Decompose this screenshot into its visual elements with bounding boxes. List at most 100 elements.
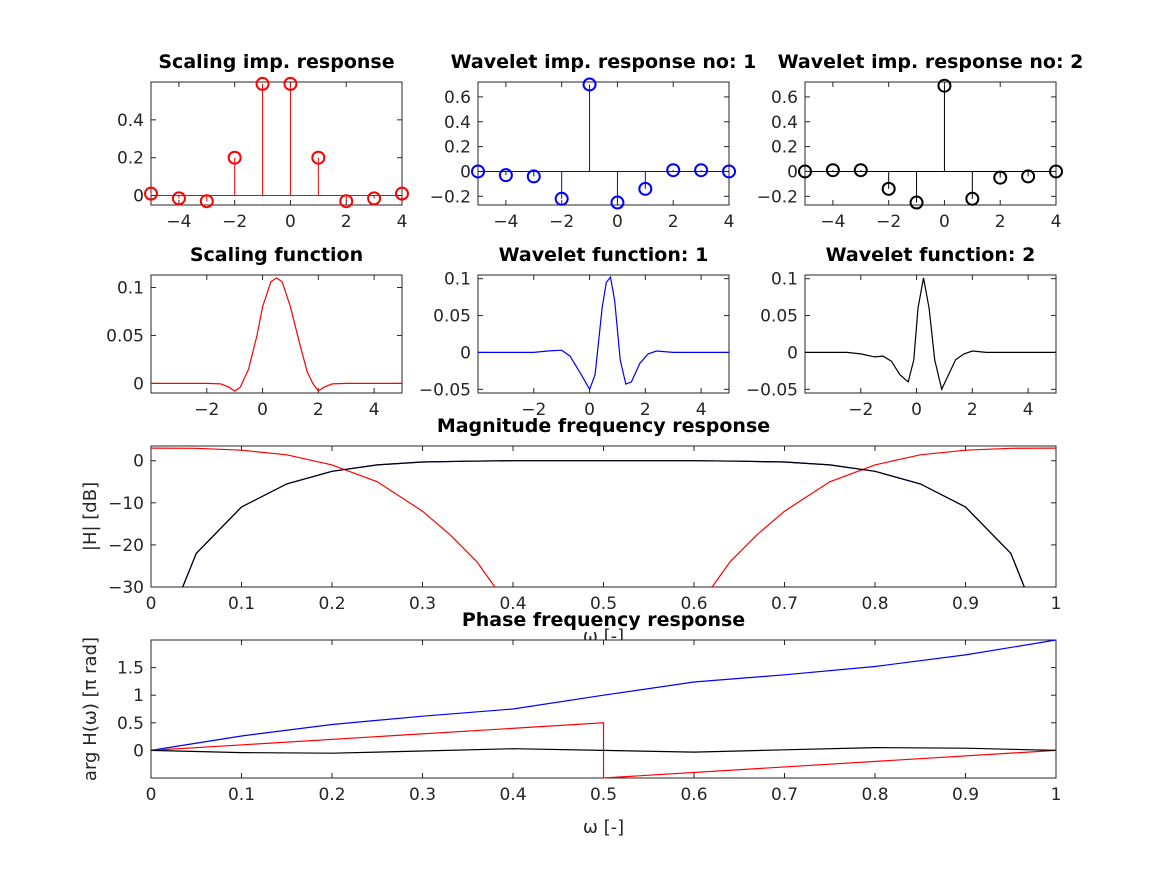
stem-marker — [1021, 169, 1036, 184]
stem-marker — [937, 78, 952, 93]
stem-marker — [853, 163, 868, 178]
x-tick-label: 4 — [696, 400, 707, 420]
y-tick-label: 0.4 — [117, 111, 144, 131]
y-tick-label: 0 — [133, 187, 144, 207]
x-tick-label: 0.4 — [499, 785, 526, 805]
y-tick-label: 0.1 — [771, 270, 798, 290]
chart-title: Phase frequency response — [462, 609, 745, 631]
x-tick-label: 0.1 — [228, 785, 255, 805]
x-tick-label: 0.7 — [771, 594, 798, 614]
stem-marker — [526, 169, 541, 184]
stem-marker — [1049, 164, 1063, 179]
stem-marker — [722, 164, 736, 179]
x-tick-label: 1 — [1051, 785, 1062, 805]
y-tick-label: 0.2 — [771, 138, 798, 158]
chart-4: −2 0 2 4 0 0.05 0.1 Scaling function — [106, 244, 403, 420]
stem-marker — [311, 150, 326, 165]
x-tick-label: −4 — [493, 212, 518, 232]
chart-7: 0 0.1 0.2 0.3 0.4 0.5 0.6 0.7 0.8 0.9 1 −30 −20 −10 0 M… — [80, 415, 1061, 647]
stem-marker — [283, 76, 298, 91]
y-tick-label: 0.4 — [444, 113, 471, 133]
x-tick-label: 0 — [146, 594, 157, 614]
series-line-1 — [150, 447, 496, 588]
y-tick-label: 0 — [787, 162, 798, 182]
y-tick-label: 0 — [133, 452, 144, 472]
series-line-1 — [150, 639, 1057, 751]
chart-title: Wavelet function: 1 — [499, 244, 709, 266]
chart-6: −2 0 2 4 −0.05 0 0.05 0.1 Wavelet function: 2 — [746, 244, 1057, 420]
y-tick-label: 0 — [787, 343, 798, 363]
x-tick-label: −4 — [166, 212, 191, 232]
x-tick-label: 0.9 — [952, 594, 979, 614]
stem-marker — [255, 76, 270, 91]
stem-marker — [825, 163, 840, 178]
x-tick-label: 0 — [612, 212, 623, 232]
y-tick-label: −20 — [108, 536, 144, 556]
stem-marker — [582, 77, 597, 92]
x-tick-label: 0.3 — [409, 594, 436, 614]
y-tick-label: 0.05 — [760, 307, 798, 327]
stem-marker — [554, 191, 569, 206]
x-tick-label: 2 — [668, 212, 679, 232]
axes-box — [804, 274, 1057, 394]
y-tick-label: −10 — [108, 494, 144, 514]
y-tick-label: 0.5 — [117, 714, 144, 734]
stem-marker — [798, 164, 812, 179]
x-tick-label: 0.4 — [499, 594, 526, 614]
x-tick-label: 2 — [341, 212, 352, 232]
stem-marker — [367, 191, 382, 206]
x-tick-label: 0.2 — [318, 594, 345, 614]
y-tick-label: 1.5 — [117, 659, 144, 679]
x-tick-label: 2 — [995, 212, 1006, 232]
x-tick-label: 0.2 — [318, 785, 345, 805]
x-tick-label: 0 — [584, 400, 595, 420]
series-line-1 — [478, 275, 729, 391]
stem-marker — [227, 150, 242, 165]
x-tick-label: 4 — [1051, 212, 1062, 232]
series-line-3 — [150, 746, 1057, 754]
chart-title: Wavelet function: 2 — [826, 244, 1036, 266]
axes-box — [477, 274, 730, 394]
axes-box — [150, 81, 403, 206]
x-tick-label: 0.5 — [590, 594, 617, 614]
stem-marker — [610, 195, 625, 210]
stem-marker — [666, 163, 681, 178]
chart-title: Wavelet imp. response no: 2 — [778, 51, 1084, 73]
stem-marker — [993, 170, 1008, 185]
chart-2: −4 −2 0 2 4 −0.2 0 0.2 0.4 0.6 Wavelet imp. respon… — [430, 51, 757, 232]
x-tick-label: 0.6 — [680, 594, 707, 614]
x-tick-label: 0 — [285, 212, 296, 232]
y-axis-label: |H| [dB] — [80, 482, 101, 551]
x-tick-label: 0.5 — [590, 785, 617, 805]
chart-1: −4 −2 0 2 4 0 0.2 0.4 Scaling imp. response — [117, 51, 409, 232]
y-tick-label: −0.2 — [430, 187, 471, 207]
stem-marker — [199, 194, 214, 209]
series-line-2 — [711, 447, 1057, 588]
stem-marker — [144, 186, 158, 201]
x-tick-label: −4 — [820, 212, 845, 232]
x-axis-label: ω [-] — [583, 817, 624, 838]
x-tick-label: −2 — [222, 212, 247, 232]
axes-box — [804, 81, 1057, 206]
axes-box — [150, 274, 403, 394]
x-tick-label: 0.6 — [680, 785, 707, 805]
y-tick-label: 0.05 — [106, 326, 144, 346]
chart-8: 0 0.1 0.2 0.3 0.4 0.5 0.6 0.7 0.8 0.9 1 0 0.5 1 1.5 Pha… — [80, 609, 1061, 838]
chart-title: Scaling imp. response — [158, 51, 394, 73]
x-tick-label: 0 — [911, 400, 922, 420]
y-tick-label: 0.6 — [771, 88, 798, 108]
y-tick-label: 1 — [133, 686, 144, 706]
series-line-1 — [805, 277, 1056, 392]
y-tick-label: −30 — [108, 578, 144, 598]
series-line-4 — [182, 460, 1025, 588]
x-tick-label: 0.1 — [228, 594, 255, 614]
y-tick-label: 0.4 — [771, 113, 798, 133]
x-tick-label: 1 — [1051, 594, 1062, 614]
chart-title: Magnitude frequency response — [437, 415, 770, 437]
x-tick-label: 0 — [939, 212, 950, 232]
x-tick-label: −2 — [876, 212, 901, 232]
stem-marker — [171, 191, 186, 206]
chart-5: −2 0 2 4 −0.05 0 0.05 0.1 Wavelet function: 1 — [419, 244, 730, 420]
x-tick-label: −2 — [848, 400, 873, 420]
y-tick-label: 0 — [133, 741, 144, 761]
